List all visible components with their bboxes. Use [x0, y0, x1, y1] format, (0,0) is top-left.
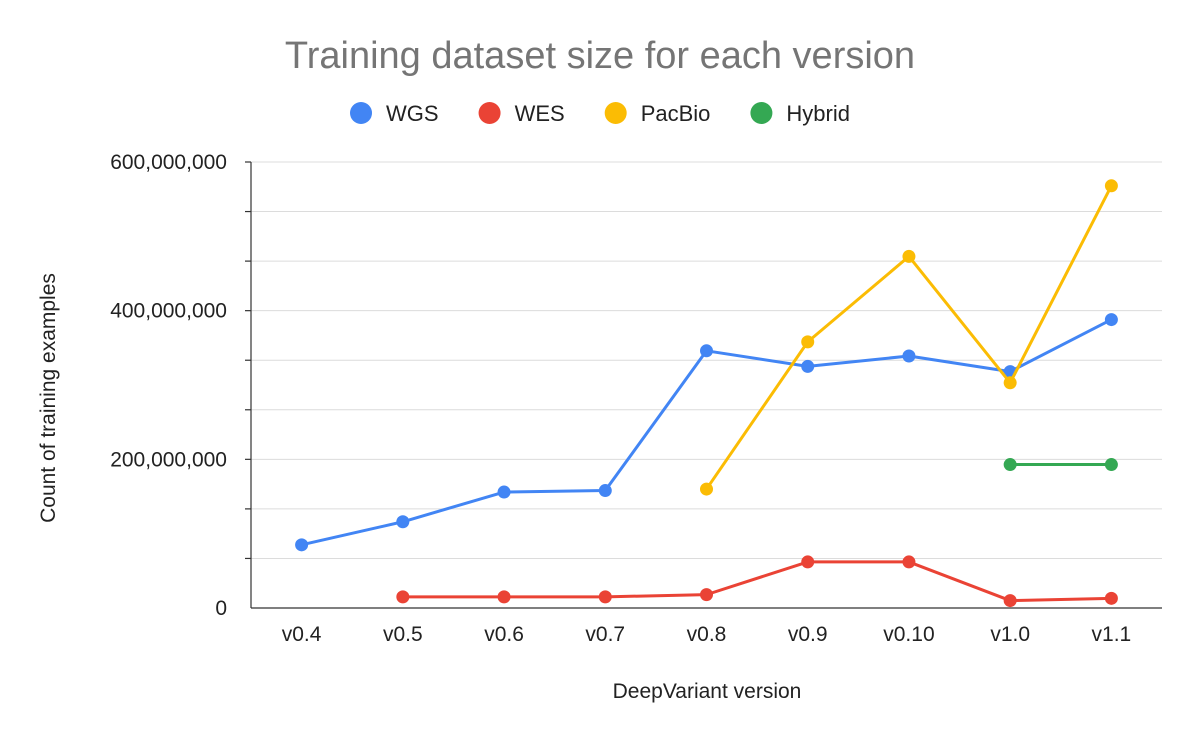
gridlines	[251, 161, 1162, 559]
data-point	[902, 349, 916, 363]
data-point	[1104, 591, 1118, 605]
series-hybrid	[1003, 458, 1118, 472]
data-point	[801, 335, 815, 349]
chart-title: Training dataset size for each version	[285, 35, 915, 77]
data-point	[598, 590, 612, 604]
data-point	[700, 588, 713, 602]
x-axis-title: DeepVariant version	[613, 680, 802, 703]
data-point	[1003, 458, 1017, 472]
data-point	[295, 538, 309, 552]
series-wes	[396, 555, 1118, 608]
series-group	[295, 179, 1118, 608]
data-point	[497, 485, 511, 499]
data-point	[801, 555, 815, 569]
x-tick-label: v0.8	[687, 623, 727, 646]
x-axis-ticks: v0.4 v0.5 v0.6 v0.7 v0.8 v0.9 v0.10 v1.0 v1.1	[282, 623, 1131, 646]
data-point	[902, 555, 916, 569]
data-point	[1003, 594, 1017, 608]
data-point	[396, 590, 410, 604]
y-tick-label: 600,000,000	[110, 151, 227, 174]
legend-label: Hybrid	[786, 101, 850, 126]
data-point	[598, 484, 612, 498]
axes	[250, 162, 1162, 609]
x-tick-label: v0.10	[883, 623, 934, 646]
data-point	[1003, 376, 1017, 390]
y-tick-label: 200,000,000	[110, 448, 227, 471]
legend-item-pacbio: PacBio	[604, 101, 711, 126]
y-tick-label: 0	[215, 597, 227, 620]
data-point	[700, 344, 713, 358]
x-tick-label: v0.4	[282, 623, 322, 646]
data-point	[801, 359, 815, 373]
legend-swatch	[750, 102, 773, 124]
x-tick-label: v1.0	[990, 623, 1030, 646]
data-point	[396, 515, 410, 529]
chart-legend: WGS WES PacBio Hybrid	[350, 101, 850, 126]
legend-swatch	[478, 102, 501, 124]
y-tick-label: 400,000,000	[110, 300, 227, 323]
data-point	[497, 590, 511, 604]
y-axis-title: Count of training examples	[37, 273, 60, 523]
y-axis-ticks: 0 200,000,000 400,000,000 600,000,000	[110, 151, 251, 620]
data-point	[902, 249, 916, 263]
series-line	[401, 560, 1113, 603]
legend-swatch	[604, 102, 627, 124]
x-tick-label: v0.6	[484, 623, 524, 646]
series-line	[705, 184, 1113, 491]
data-point	[700, 482, 713, 496]
legend-label: WGS	[386, 101, 439, 126]
x-tick-label: v0.5	[383, 623, 423, 646]
data-point	[1104, 458, 1118, 472]
legend-item-wgs: WGS	[350, 101, 439, 126]
legend-swatch	[350, 102, 373, 124]
data-point	[1104, 179, 1118, 193]
series-pacbio	[700, 179, 1118, 496]
legend-item-hybrid: Hybrid	[750, 101, 850, 126]
x-tick-label: v1.1	[1092, 623, 1132, 646]
data-point	[1104, 313, 1118, 327]
x-tick-label: v0.7	[585, 623, 625, 646]
series-wgs	[295, 313, 1118, 552]
legend-label: WES	[515, 101, 565, 126]
legend-item-wes: WES	[478, 101, 565, 126]
legend-label: PacBio	[641, 101, 711, 126]
x-tick-label: v0.9	[788, 623, 828, 646]
